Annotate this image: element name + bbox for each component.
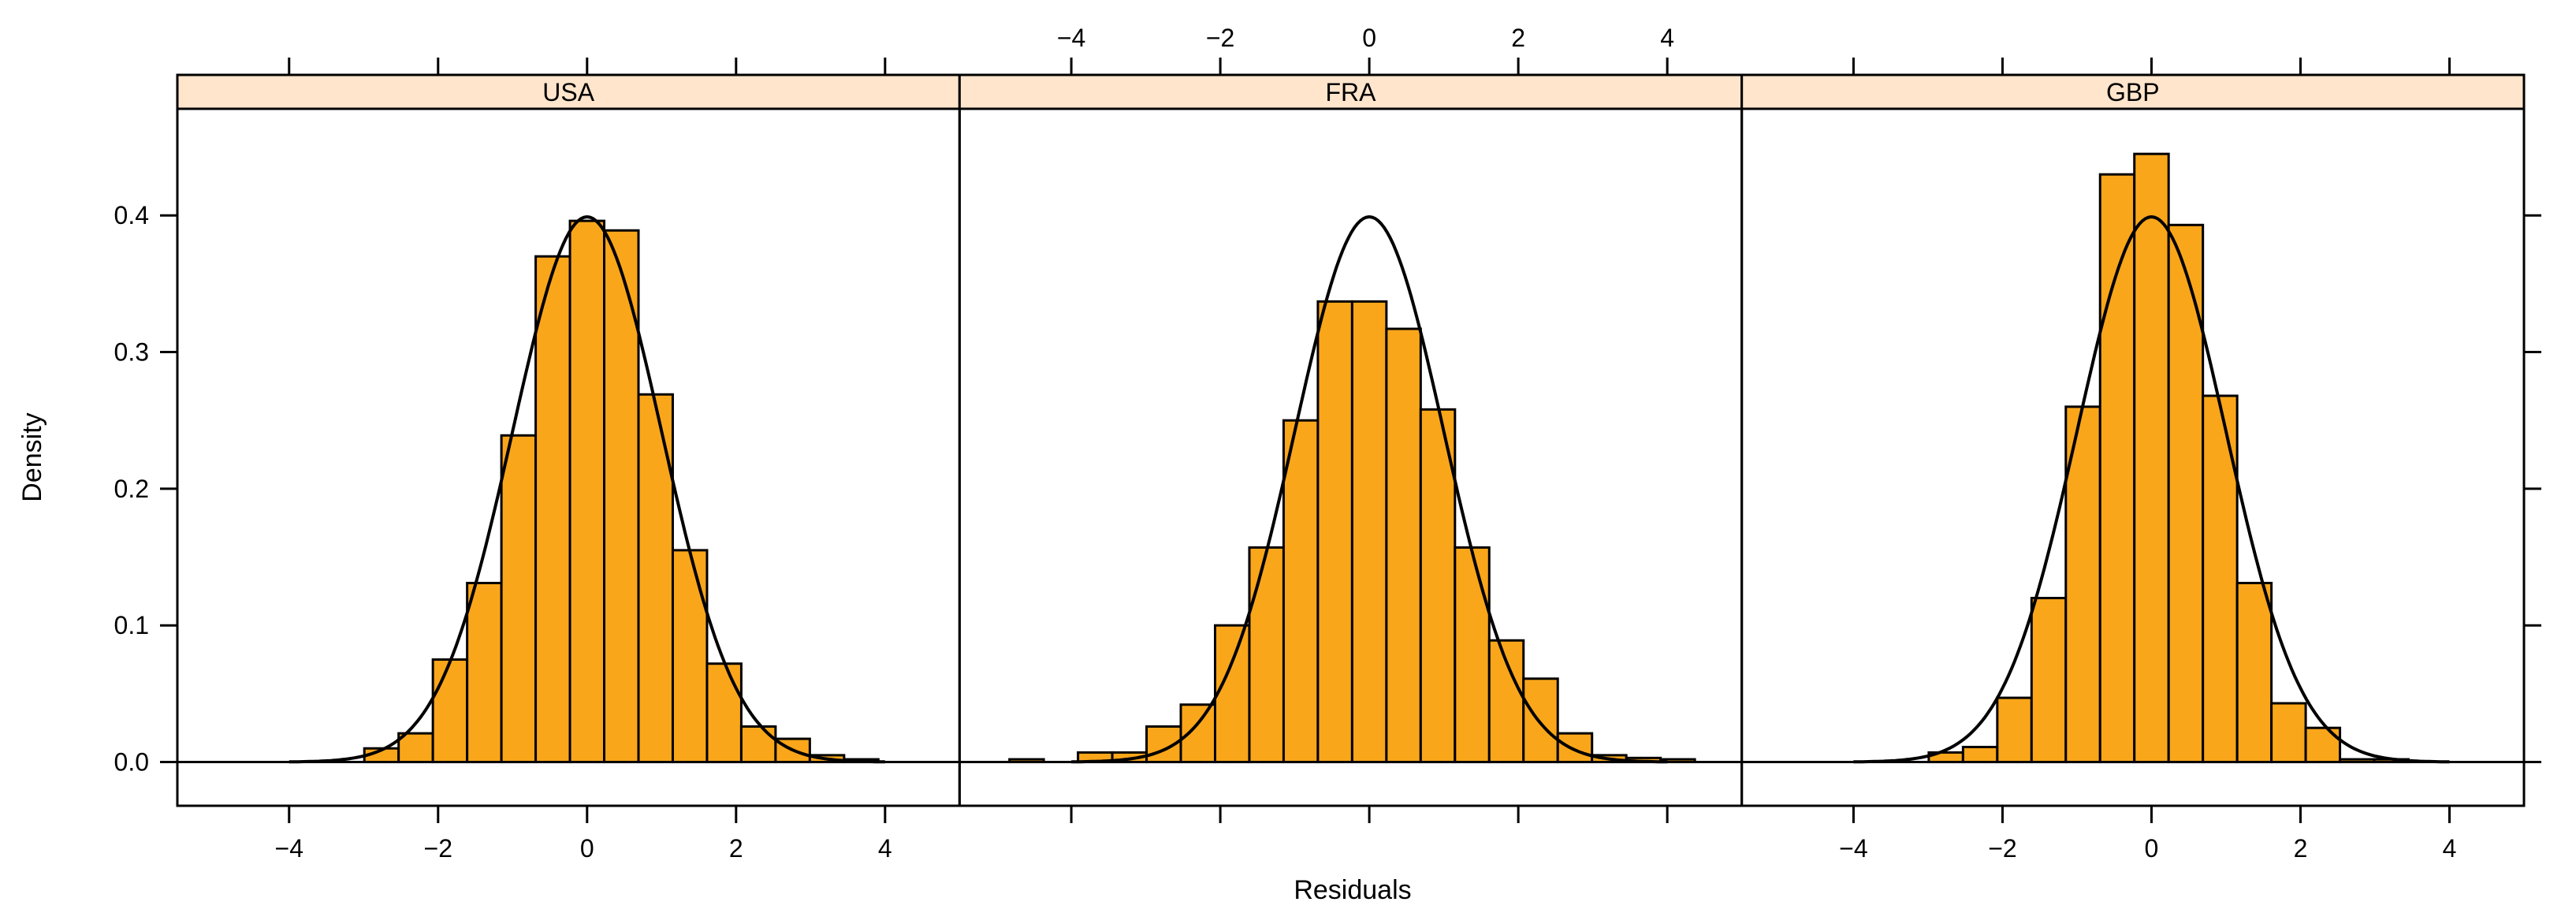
histogram-bar [534, 255, 571, 764]
y-tick-label: 0.1 [114, 611, 149, 639]
x-tick-label: −2 [424, 834, 452, 863]
strip-gbp [1740, 73, 2526, 110]
x-tick-label: 4 [2443, 834, 2457, 863]
histogram-bar [1996, 696, 2033, 764]
x-axis-title: Residuals [1294, 875, 1411, 905]
histogram-bar [1385, 327, 1422, 764]
panel-gbp: GBP [1740, 73, 2526, 807]
panels-layer: USA FRA GBP [176, 73, 2526, 807]
histogram-bar [1179, 703, 1216, 764]
x-tick-label-top: 0 [1362, 24, 1376, 52]
strip-label-fra: FRA [1326, 78, 1377, 106]
histogram-bar [1556, 732, 1594, 764]
normal-density-curve [1071, 214, 1668, 764]
histogram-bar [466, 581, 503, 764]
y-axis-title: Density [17, 412, 47, 501]
histogram-bar [603, 229, 640, 764]
histogram-bar [2235, 581, 2273, 764]
histogram-bar [2133, 152, 2170, 764]
histogram-bar [2202, 394, 2239, 764]
histogram-bar [2167, 223, 2205, 764]
y-tick-label: 0.0 [114, 748, 149, 777]
x-tick-label-top: 4 [1660, 24, 1674, 52]
panel-frame [1740, 107, 2526, 807]
axes-layer: −4 −2 0 2 4 −4 −2 0 2 4 −4 −2 0 2 4 0.0 0.1 0.2 0.3 0.4 [114, 24, 2541, 863]
histogram-bar [705, 662, 743, 764]
strip-label-usa: USA [542, 78, 594, 106]
x-tick-label: 0 [580, 834, 594, 863]
histogram-bar [2270, 702, 2307, 764]
histogram-bar [671, 549, 709, 764]
x-tick-label: −2 [1988, 834, 2016, 863]
x-tick-label-top: −2 [1206, 24, 1234, 52]
histogram-bar [1350, 300, 1388, 764]
histogram-bar [637, 393, 674, 764]
y-tick-label: 0.3 [114, 338, 149, 367]
histogram-bar [1213, 624, 1251, 764]
x-tick-label: 2 [729, 834, 743, 863]
x-tick-label-top: 2 [1511, 24, 1525, 52]
histogram-bar [500, 434, 538, 764]
histogram-bar [1961, 745, 1999, 764]
panel-fra: FRA [958, 73, 1744, 807]
histogram-bar [1248, 546, 1285, 764]
x-tick-label: 2 [2294, 834, 2308, 863]
strip-usa [176, 73, 961, 110]
histogram-bar [2098, 173, 2136, 764]
histogram-bar [431, 658, 469, 764]
x-tick-label: −4 [1839, 834, 1867, 863]
histogram-bar [1316, 300, 1353, 764]
x-tick-label-top: −4 [1057, 24, 1085, 52]
strip-label-gbp: GBP [2106, 78, 2160, 106]
normal-density-curve [1853, 214, 2450, 764]
x-tick-label: 0 [2145, 834, 2159, 863]
histogram-bar [397, 732, 434, 764]
normal-density-curve [288, 214, 885, 764]
histogram-bar [2304, 726, 2342, 764]
x-tick-label: 4 [878, 834, 892, 863]
y-tick-label: 0.4 [114, 201, 149, 229]
histogram-bar [1145, 725, 1182, 764]
histogram-bar [1282, 419, 1320, 764]
y-tick-label: 0.2 [114, 475, 149, 503]
x-tick-label: −4 [275, 834, 303, 863]
histogram-bar [2030, 597, 2068, 764]
panel-usa: USA [176, 73, 961, 807]
histogram-bar [568, 219, 606, 764]
histogram-bar [1522, 677, 1559, 764]
histogram-bar [739, 725, 777, 764]
histogram-bar [1454, 546, 1491, 764]
